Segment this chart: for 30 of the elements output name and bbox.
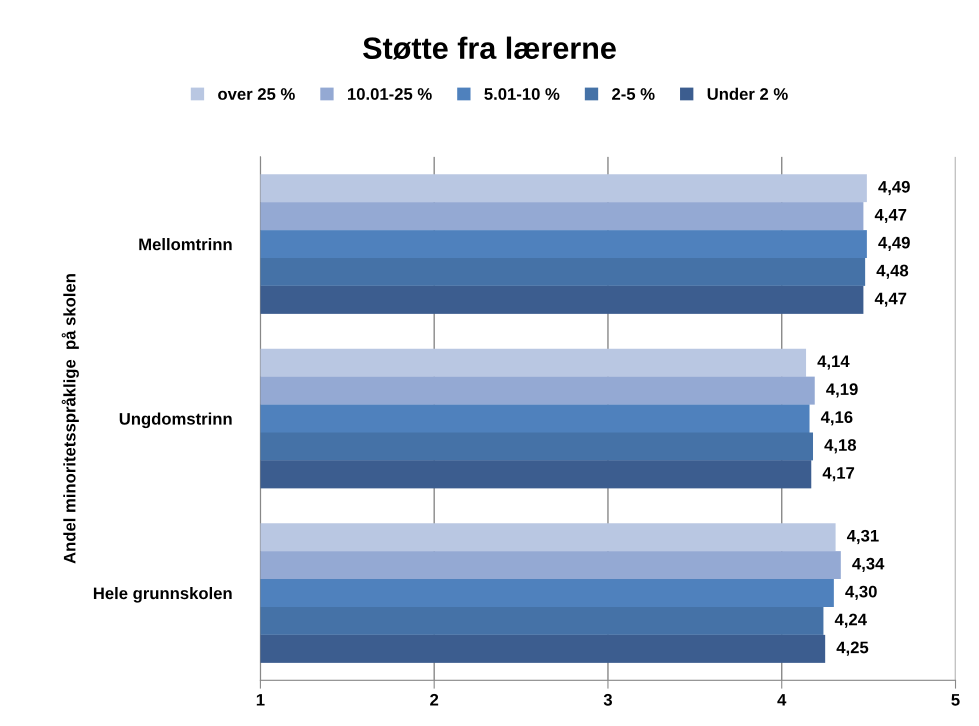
data-label: 4,14 (817, 356, 850, 370)
data-label: 4,17 (822, 467, 854, 482)
x-tick-label: 2 (430, 694, 438, 706)
data-label: 4,49 (878, 236, 910, 251)
x-tick-label: 3 (604, 694, 612, 706)
data-label: 4,24 (834, 614, 867, 628)
chart-title: Støtte fra lærerne (363, 36, 616, 60)
legend-label: 2-5 % (612, 88, 655, 100)
data-label: 4,49 (878, 180, 910, 196)
legend-label: 10.01-25 % (348, 88, 432, 100)
data-label: 4,47 (874, 208, 906, 224)
data-label: 4,16 (820, 411, 852, 426)
data-label: 4,18 (824, 439, 856, 454)
legend-label: 5.01-10 % (484, 88, 560, 100)
data-label: 4,47 (874, 292, 906, 307)
y-tick-label: Mellomtrinn (139, 238, 232, 250)
data-label: 4,30 (845, 586, 877, 600)
legend-label: Under 2 % (708, 88, 788, 100)
data-label: 4,34 (852, 558, 884, 572)
data-label: 4,25 (836, 642, 868, 656)
y-tick-label: Hele grunnskolen (94, 586, 232, 603)
data-label: 4,48 (876, 264, 908, 279)
data-label: 4,19 (826, 383, 858, 398)
legend-label: over 25 % (218, 88, 295, 100)
x-tick-label: 4 (777, 694, 786, 706)
x-tick-label: 1 (256, 694, 265, 706)
y-axis-title: Andel minoritetsspråklige på skolen (62, 274, 79, 564)
y-tick-label: Ungdomstrinn (120, 412, 232, 428)
x-tick-label: 5 (951, 694, 960, 706)
data-label: 4,31 (846, 530, 879, 544)
